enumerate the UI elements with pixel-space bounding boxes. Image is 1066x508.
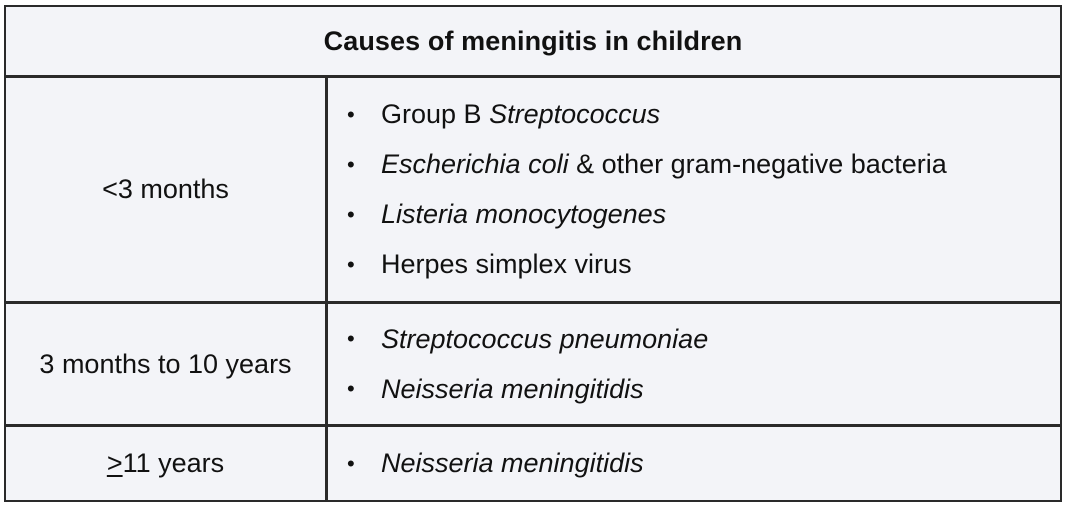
causes-cell: • Streptococcus pneumoniae • Neisseria m… bbox=[328, 304, 1060, 424]
cause-text-italic: Neisseria meningitidis bbox=[381, 373, 644, 404]
table-row: 3 months to 10 years • Streptococcus pne… bbox=[6, 304, 1060, 427]
table-row: <3 months • Group B Streptococcus • Esch… bbox=[6, 78, 1060, 304]
cause-list-item: • Neisseria meningitidis bbox=[347, 439, 1060, 489]
table-row: >11 years • Neisseria meningitidis bbox=[6, 427, 1060, 500]
age-prefix-symbol: > bbox=[106, 448, 123, 478]
bullet-icon: • bbox=[347, 101, 355, 127]
bullet-icon: • bbox=[347, 251, 355, 277]
causes-cell: • Neisseria meningitidis bbox=[328, 427, 1060, 500]
cause-text-italic: Neisseria meningitidis bbox=[381, 448, 644, 478]
cause-text: & other gram-negative bacteria bbox=[568, 149, 947, 179]
age-group-cell: 3 months to 10 years bbox=[6, 304, 328, 424]
cause-text-italic: Listeria monocytogenes bbox=[381, 199, 667, 229]
bullet-icon: • bbox=[347, 450, 355, 476]
age-group-label: 11 years bbox=[122, 448, 225, 478]
age-group-cell: <3 months bbox=[6, 78, 328, 301]
meningitis-causes-table: Causes of meningitis in children <3 mont… bbox=[4, 5, 1062, 502]
age-group-cell: >11 years bbox=[6, 427, 328, 500]
cause-text: Group B bbox=[381, 99, 490, 129]
cause-list-item: • Listeria monocytogenes bbox=[347, 190, 1060, 240]
bullet-icon: • bbox=[347, 151, 355, 177]
bullet-icon: • bbox=[347, 201, 355, 227]
bullet-icon: • bbox=[347, 326, 355, 351]
cause-list-item: • Herpes simplex virus bbox=[347, 240, 1060, 290]
cause-list-item: • Streptococcus pneumoniae bbox=[347, 314, 1060, 364]
cause-list-item: • Neisseria meningitidis bbox=[347, 364, 1060, 414]
bullet-icon: • bbox=[347, 376, 355, 401]
causes-cell: • Group B Streptococcus • Escherichia co… bbox=[328, 78, 1060, 301]
cause-text-italic: Streptococcus bbox=[489, 99, 661, 129]
cause-list-item: • Escherichia coli & other gram-negative… bbox=[347, 140, 1060, 190]
cause-text-italic: Streptococcus pneumoniae bbox=[381, 323, 709, 354]
table-title: Causes of meningitis in children bbox=[6, 7, 1060, 78]
cause-list-item: • Group B Streptococcus bbox=[347, 90, 1060, 140]
cause-text-italic: Escherichia coli bbox=[381, 149, 569, 179]
cause-text: Herpes simplex virus bbox=[381, 249, 632, 279]
